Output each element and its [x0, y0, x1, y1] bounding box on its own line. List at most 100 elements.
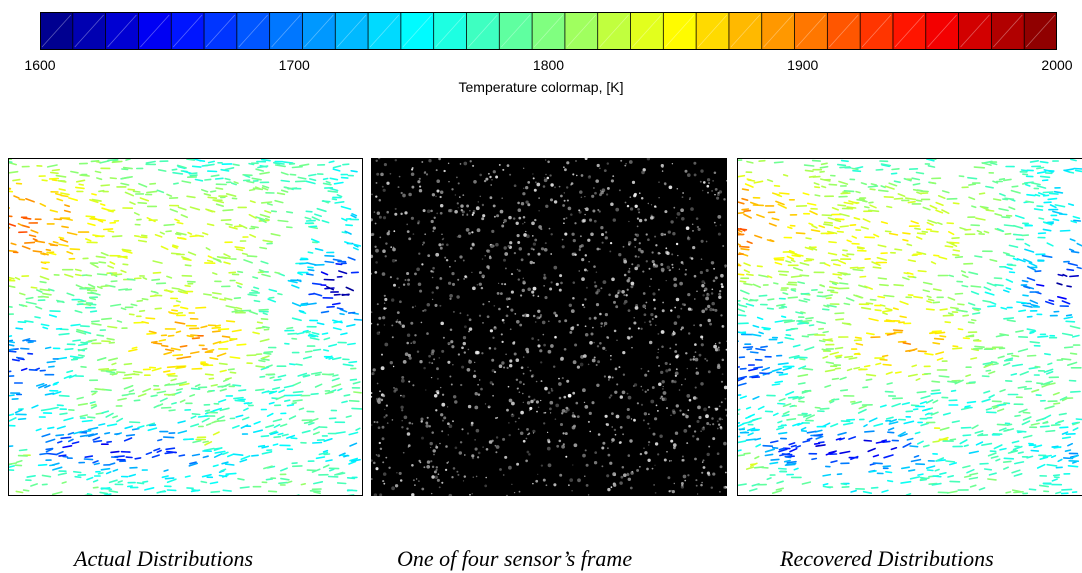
- velocity-vector: [252, 331, 260, 335]
- sensor-speckle: [679, 409, 682, 412]
- velocity-vector: [799, 358, 806, 361]
- velocity-vector: [177, 237, 187, 240]
- sensor-speckle: [636, 468, 640, 472]
- sensor-speckle: [687, 332, 691, 335]
- sensor-speckle: [544, 242, 547, 245]
- velocity-vector: [855, 342, 864, 346]
- velocity-vector: [80, 365, 87, 368]
- sensor-speckle: [613, 300, 616, 304]
- velocity-vector: [146, 422, 156, 427]
- velocity-vector: [819, 284, 825, 287]
- velocity-vector: [350, 214, 357, 219]
- sensor-speckle: [693, 355, 696, 358]
- velocity-vector: [786, 460, 797, 464]
- sensor-speckle: [626, 279, 630, 283]
- sensor-speckle: [456, 235, 459, 238]
- sensor-speckle: [401, 426, 404, 429]
- velocity-vector: [1070, 250, 1080, 254]
- velocity-vector: [738, 375, 747, 380]
- sensor-speckle: [642, 292, 646, 295]
- velocity-vector: [998, 192, 1006, 197]
- sensor-speckle: [493, 370, 497, 374]
- velocity-vector: [348, 460, 357, 465]
- velocity-vector: [904, 197, 917, 201]
- sensor-speckle: [584, 196, 586, 198]
- sensor-speckle: [543, 276, 547, 280]
- velocity-vector: [788, 355, 800, 359]
- sensor-speckle: [407, 282, 410, 286]
- sensor-speckle: [680, 482, 684, 485]
- sensor-speckle: [496, 416, 499, 419]
- sensor-speckle: [694, 386, 697, 389]
- sensor-speckle: [545, 484, 548, 487]
- velocity-vector: [161, 344, 169, 348]
- sensor-speckle: [452, 420, 454, 423]
- sensor-speckle: [412, 479, 415, 482]
- sensor-speckle: [515, 319, 520, 324]
- velocity-vector: [22, 217, 32, 220]
- sensor-speckle: [472, 374, 477, 378]
- velocity-vector: [1029, 331, 1035, 335]
- velocity-vector: [739, 280, 747, 283]
- sensor-speckle: [481, 352, 484, 355]
- velocity-vector: [975, 441, 984, 446]
- velocity-vector: [1067, 262, 1078, 267]
- velocity-vector: [769, 461, 779, 465]
- velocity-vector: [738, 421, 741, 425]
- velocity-vector: [263, 465, 273, 470]
- sensor-speckle: [627, 477, 632, 482]
- velocity-vector: [259, 218, 267, 224]
- velocity-vector: [754, 234, 763, 239]
- sensor-speckle: [604, 313, 608, 317]
- sensor-speckle: [633, 238, 637, 241]
- sensor-speckle: [563, 192, 566, 194]
- sensor-speckle: [657, 288, 660, 291]
- velocity-vector: [738, 440, 747, 444]
- sensor-speckle: [700, 258, 703, 260]
- sensor-speckle: [645, 260, 648, 263]
- sensor-speckle: [380, 398, 384, 402]
- sensor-speckle: [503, 366, 506, 369]
- velocity-vector: [9, 305, 13, 308]
- sensor-speckle: [685, 268, 687, 271]
- velocity-vector: [52, 241, 59, 244]
- sensor-speckle: [407, 353, 411, 358]
- sensor-speckle: [501, 282, 504, 286]
- velocity-vector: [886, 205, 893, 209]
- velocity-vector: [56, 440, 63, 444]
- velocity-vector: [302, 329, 309, 333]
- sensor-speckle: [441, 393, 445, 396]
- velocity-vector: [139, 197, 150, 202]
- sensor-speckle: [471, 456, 475, 460]
- velocity-vector: [253, 299, 261, 303]
- velocity-vector: [902, 442, 912, 448]
- sensor-speckle: [488, 347, 492, 350]
- velocity-vector: [321, 200, 331, 203]
- velocity-vector: [332, 319, 343, 324]
- velocity-vector: [44, 346, 52, 350]
- velocity-vector: [79, 299, 85, 302]
- velocity-vector: [1061, 488, 1073, 491]
- velocity-vector: [298, 407, 305, 411]
- sensor-speckle: [418, 480, 420, 482]
- velocity-vector: [893, 180, 901, 184]
- colorbar-segment-hatch: [500, 14, 531, 48]
- velocity-vector: [341, 293, 350, 296]
- sensor-speckle: [522, 356, 525, 358]
- sensor-speckle: [700, 343, 704, 347]
- velocity-vector: [966, 400, 977, 404]
- velocity-vector: [792, 267, 803, 272]
- velocity-vector: [223, 261, 231, 265]
- velocity-vector: [207, 196, 218, 200]
- velocity-vector: [920, 422, 929, 427]
- sensor-speckle: [446, 461, 449, 464]
- velocity-vector: [919, 478, 927, 482]
- sensor-speckle: [584, 449, 587, 452]
- sensor-speckle: [443, 416, 447, 420]
- sensor-speckle: [535, 380, 538, 383]
- sensor-speckle: [439, 304, 442, 307]
- sensor-speckle: [640, 327, 643, 330]
- sensor-speckle: [484, 484, 488, 488]
- sensor-speckle: [436, 212, 439, 215]
- velocity-vector: [128, 313, 135, 316]
